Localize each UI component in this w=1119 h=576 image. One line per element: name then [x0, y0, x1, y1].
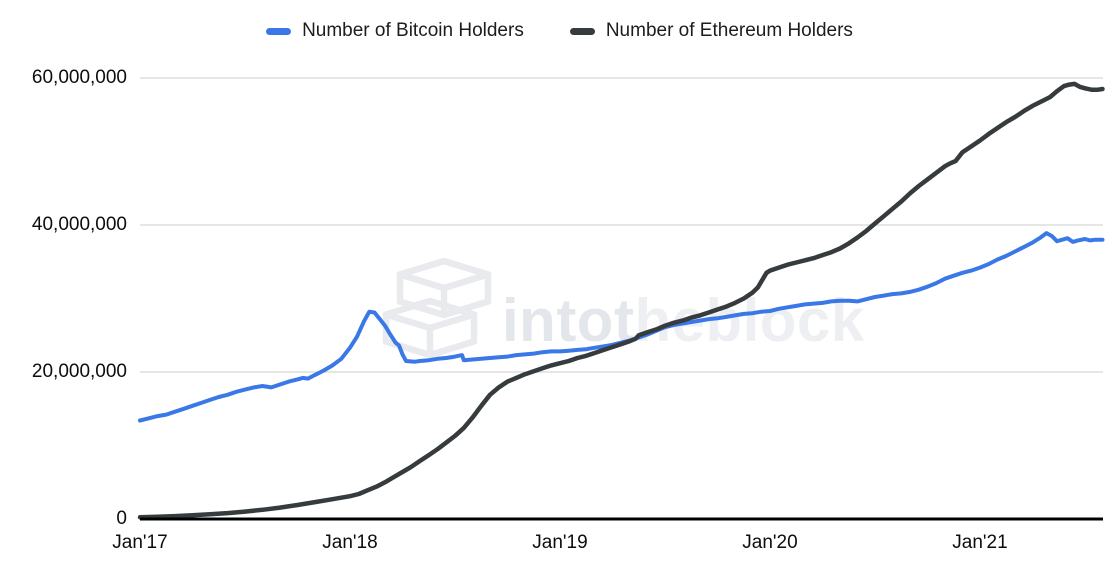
- series-lines: [137, 81, 1105, 520]
- x-tick-jan17: Jan'17: [112, 532, 168, 553]
- y-tick-40m: 40,000,000: [31, 214, 127, 235]
- intotheblock-cubes-logo: [382, 257, 492, 359]
- x-tick-jan19: Jan'19: [532, 532, 588, 553]
- line-number-of-bitcoin-holders: [138, 231, 1105, 423]
- y-tick-60m: 60,000,000: [31, 67, 127, 88]
- legend-label-bitcoin: Number of Bitcoin Holders: [302, 20, 524, 41]
- ethereum-line-swatch-icon: [569, 27, 595, 35]
- legend-item-bitcoin: Number of Bitcoin Holders: [266, 20, 524, 42]
- y-tick-0: 0: [116, 508, 127, 529]
- watermark-text: intotheblock: [502, 287, 865, 354]
- chart-legend: Number of Bitcoin Holders Number of Ethe…: [0, 20, 1119, 42]
- x-tick-jan20: Jan'20: [742, 532, 798, 553]
- line-number-of-ethereum-holders: [137, 81, 1105, 520]
- bitcoin-line-swatch-icon: [266, 27, 292, 35]
- legend-item-ethereum: Number of Ethereum Holders: [569, 20, 853, 42]
- gridlines: [140, 77, 1103, 373]
- x-tick-jan18: Jan'18: [322, 532, 378, 553]
- y-tick-20m: 20,000,000: [31, 361, 127, 382]
- intotheblock-watermark: intotheblock: [382, 257, 865, 359]
- legend-label-ethereum: Number of Ethereum Holders: [605, 20, 853, 41]
- x-tick-jan21: Jan'21: [952, 532, 1008, 553]
